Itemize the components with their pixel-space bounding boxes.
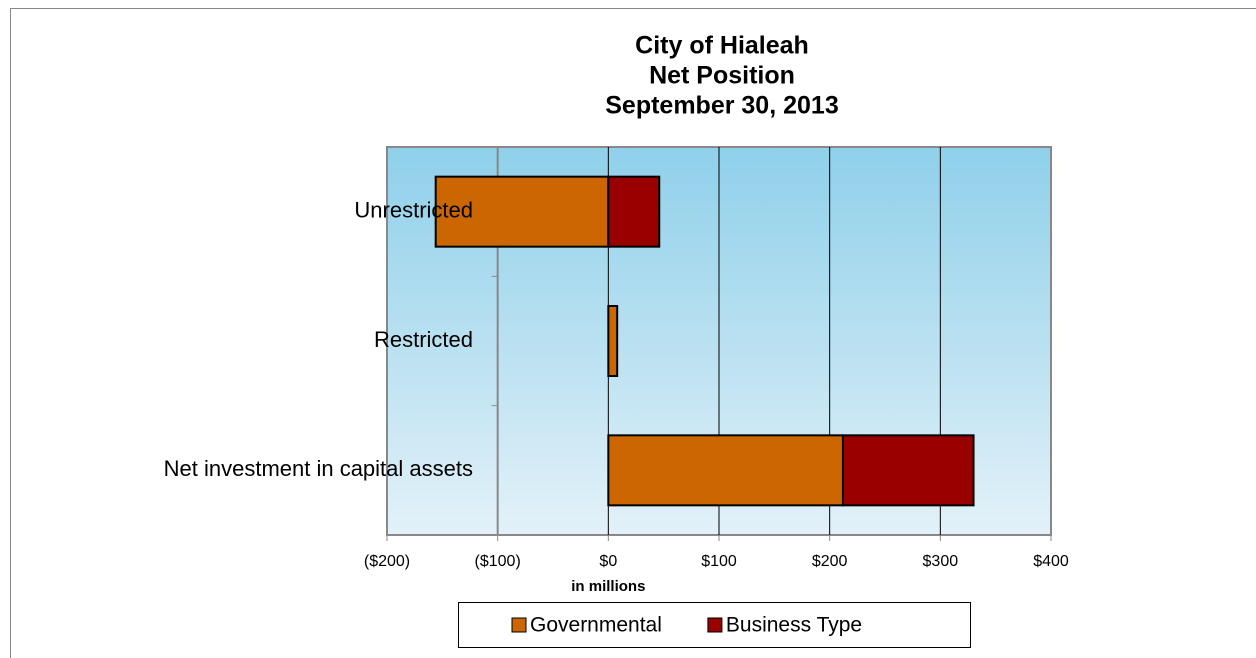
y-tick-label: Net investment in capital assets	[164, 456, 473, 481]
y-tick-label: Unrestricted	[354, 197, 473, 222]
legend-swatch	[511, 617, 527, 633]
chart-title: September 30, 2013	[605, 92, 838, 120]
y-tick-label: Restricted	[374, 327, 473, 352]
bar	[841, 434, 975, 507]
legend-swatch	[707, 617, 723, 633]
chart-title: Net Position	[649, 62, 795, 90]
legend-label: Governmental	[530, 614, 662, 637]
x-tick-label: $200	[812, 553, 848, 570]
x-tick-label: ($100)	[475, 553, 521, 570]
x-tick-label: $0	[599, 553, 617, 570]
legend	[458, 602, 971, 648]
bar	[434, 175, 610, 248]
x-tick-label: $100	[701, 553, 737, 570]
x-tick-label: $300	[923, 553, 959, 570]
bar	[607, 305, 619, 377]
x-tick-label: ($200)	[364, 553, 410, 570]
x-tick-label: $400	[1033, 553, 1069, 570]
bar	[607, 175, 661, 248]
chart-title: City of Hialeah	[635, 32, 809, 60]
x-axis-label: in millions	[571, 578, 645, 595]
legend-label: Business Type	[726, 614, 862, 637]
bar	[607, 434, 844, 507]
